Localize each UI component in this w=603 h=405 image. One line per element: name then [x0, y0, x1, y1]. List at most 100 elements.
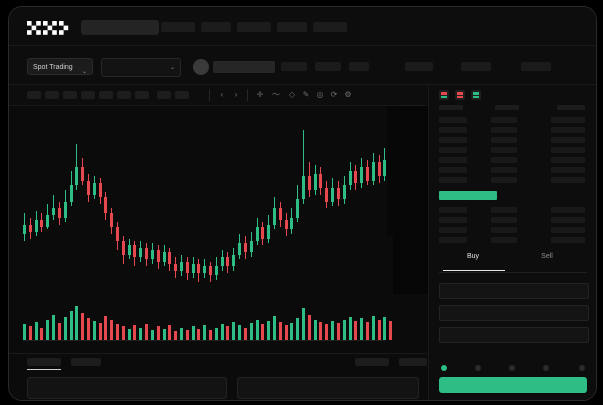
slider-dot-4[interactable] — [579, 365, 585, 371]
orderbook-cell — [439, 117, 467, 123]
volume-bar — [296, 318, 300, 340]
orderbook-cell — [551, 227, 585, 233]
candle — [365, 159, 369, 186]
candle — [232, 247, 236, 271]
bottom-card-1[interactable] — [27, 377, 227, 399]
volume-bar — [156, 326, 160, 340]
tab-open-orders[interactable] — [27, 358, 61, 370]
indicators-button[interactable] — [157, 91, 171, 99]
candle — [104, 192, 108, 221]
market-type-selector[interactable]: Spot Trading ⌄ — [27, 58, 93, 75]
timeframe-7[interactable] — [135, 91, 149, 99]
volume-bar — [238, 325, 242, 340]
tab-buy[interactable]: Buy — [466, 253, 480, 260]
candle-wick — [163, 245, 165, 267]
volume-bar — [145, 324, 149, 340]
orderbook-view-both[interactable] — [439, 90, 449, 100]
timeframe-6[interactable] — [117, 91, 131, 99]
candle — [226, 252, 230, 274]
candle-wick — [221, 250, 223, 271]
volume-bar — [174, 330, 178, 340]
measure-icon[interactable]: ◇ — [288, 90, 296, 99]
candle — [92, 176, 96, 200]
nav-item-2[interactable] — [201, 22, 231, 32]
okx-logo[interactable] — [27, 21, 71, 35]
orderbook-view-asks[interactable] — [455, 90, 465, 100]
trading-pair-selector[interactable]: ⌄ — [101, 58, 181, 77]
candle-wick — [24, 213, 25, 241]
magnet-icon[interactable]: ◎ — [316, 90, 324, 99]
volume-bar — [203, 325, 207, 340]
candle-wick — [82, 157, 84, 186]
arrow-left-icon[interactable]: ‹ — [220, 90, 224, 99]
timeframe-5[interactable] — [99, 91, 113, 99]
nav-item-3[interactable] — [237, 22, 271, 32]
orderbook-cell — [439, 167, 467, 173]
candle-wick — [279, 201, 281, 227]
price-chart[interactable] — [9, 106, 427, 302]
volume-bar — [139, 327, 143, 340]
slider-dot-3[interactable] — [543, 365, 549, 371]
arrow-right-icon[interactable]: › — [234, 90, 238, 99]
candle-wick — [343, 176, 345, 204]
candle — [371, 152, 375, 186]
order-total-field[interactable] — [439, 327, 589, 343]
active-tab-underline — [443, 270, 505, 271]
order-price-field[interactable] — [439, 283, 589, 299]
orderbook-cell — [551, 237, 585, 243]
slider-dot-2[interactable] — [509, 365, 515, 371]
nav-item-1[interactable] — [161, 22, 195, 32]
device-frame: Spot Trading ⌄ ⌄ — [8, 6, 597, 401]
chart-type-button[interactable] — [175, 91, 189, 99]
settings-icon[interactable]: ⚙ — [344, 90, 352, 99]
volume-bar — [249, 323, 253, 340]
candle-wick — [262, 222, 264, 246]
candle-wick — [175, 257, 177, 278]
timeframe-4[interactable] — [81, 91, 95, 99]
timeframe-2[interactable] — [45, 91, 59, 99]
volume-chart[interactable] — [9, 302, 427, 352]
tab-tools[interactable] — [399, 358, 427, 366]
candle — [197, 259, 201, 283]
candle-wick — [233, 247, 235, 271]
stat-change — [281, 62, 307, 71]
bottom-card-2[interactable] — [237, 377, 419, 399]
candle — [40, 213, 44, 232]
orderbook-cell — [439, 217, 467, 223]
submit-buy-button[interactable] — [439, 377, 587, 393]
search-input[interactable] — [81, 20, 159, 35]
order-amount-field[interactable] — [439, 305, 589, 321]
volume-bar — [313, 319, 317, 340]
candle-wick — [117, 222, 118, 251]
trendline-icon[interactable]: 〜 — [272, 90, 280, 99]
candle — [278, 201, 282, 227]
volume-bar — [261, 324, 265, 340]
candle-wick — [186, 257, 188, 281]
timeframe-3[interactable] — [63, 91, 77, 99]
crosshair-icon[interactable]: ✛ — [256, 90, 264, 99]
orderbook-cell — [491, 207, 517, 213]
candle-wick — [244, 236, 246, 260]
candle — [179, 254, 183, 276]
orderbook-view-bids[interactable] — [471, 90, 481, 100]
candle-wick — [384, 148, 386, 181]
volume-bar — [214, 327, 218, 340]
tab-sell[interactable]: Sell — [541, 253, 553, 260]
timeframe-1[interactable] — [27, 91, 41, 99]
volume-bar — [75, 306, 79, 340]
refresh-icon[interactable]: ⟳ — [330, 90, 338, 99]
tab-order-history[interactable] — [71, 358, 101, 366]
candle-wick — [378, 155, 380, 184]
slider-dot-1[interactable] — [475, 365, 481, 371]
nav-item-5[interactable] — [313, 22, 347, 32]
volume-bar — [92, 320, 96, 340]
orderbook-highlight-row[interactable] — [439, 191, 497, 200]
pencil-icon[interactable]: ✎ — [302, 90, 310, 99]
orderbook-cell — [491, 237, 517, 243]
candle-wick — [355, 164, 357, 190]
amount-slider[interactable] — [441, 364, 587, 372]
candle — [383, 148, 387, 181]
slider-dot-0[interactable] — [441, 365, 447, 371]
nav-item-4[interactable] — [277, 22, 307, 32]
tab-assets[interactable] — [355, 358, 389, 366]
